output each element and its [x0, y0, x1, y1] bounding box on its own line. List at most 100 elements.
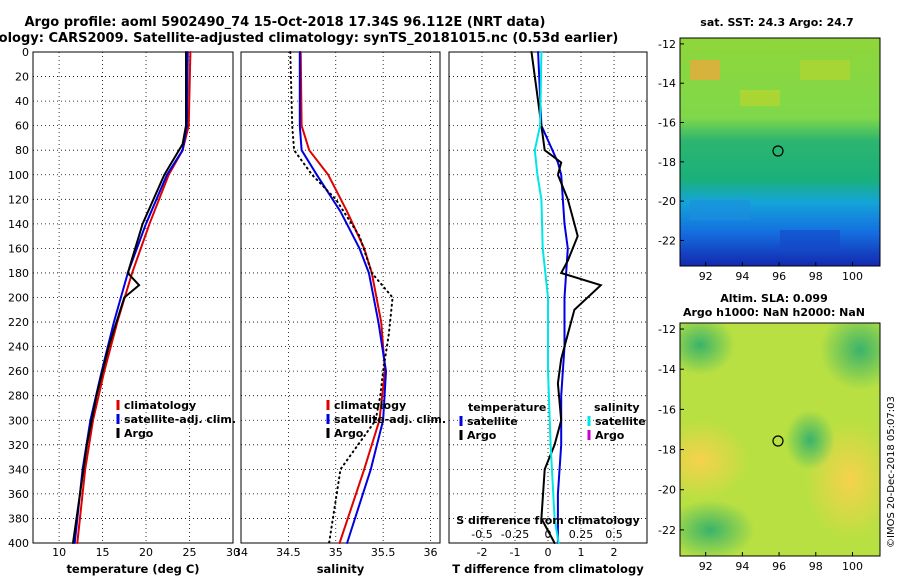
map-y-tick-label: -16	[658, 403, 676, 416]
legend-salinity-title: salinity	[594, 401, 640, 414]
sst-cool-patch	[780, 230, 840, 250]
legend-label: satellite-adj. clim.	[334, 413, 446, 426]
legend-label: climatology	[334, 399, 406, 412]
map-x-tick-label: 92	[699, 270, 713, 283]
sst-warm-patch	[800, 60, 850, 80]
x-tick-label: 34.5	[276, 546, 301, 559]
legend-label: satellite	[467, 415, 518, 428]
legend-label: climatology	[124, 399, 196, 412]
y-tick-label: 80	[15, 144, 29, 157]
map-y-tick-label: -12	[658, 38, 676, 51]
y-tick-label: 260	[8, 365, 29, 378]
y-tick-label: 140	[8, 218, 29, 231]
map-y-tick-label: -22	[658, 524, 676, 537]
sst-warm-patch	[740, 90, 780, 106]
y-tick-label: 300	[8, 414, 29, 427]
sla-low-patch	[680, 323, 735, 375]
x-tick-label: 15	[96, 546, 110, 559]
y-tick-label: 240	[8, 341, 29, 354]
y-tick-label: 340	[8, 463, 29, 476]
legend-label: satellite	[595, 415, 646, 428]
x-tick-label: 0	[545, 546, 552, 559]
x-axis-label: T difference from climatology	[452, 562, 644, 576]
x-tick-label: -2	[477, 546, 488, 559]
x-axis-label: salinity	[317, 562, 365, 576]
series-line-argo	[289, 51, 394, 544]
legend-label: Argo	[334, 427, 364, 440]
x-tick-label: 35	[329, 546, 343, 559]
map-x-tick-label: 92	[699, 560, 713, 573]
y-tick-label: 60	[15, 120, 29, 133]
y-tick-label: 280	[8, 390, 29, 403]
map-y-tick-label: -18	[658, 156, 676, 169]
legend-label: Argo	[467, 429, 497, 442]
y-tick-label: 120	[8, 193, 29, 206]
map-y-tick-label: -22	[658, 234, 676, 247]
s-tick-label: -0.5	[471, 528, 492, 541]
sla-axis-ticks: 92 94 96 98 100 -12 -14 -16 -18 -20 -22	[658, 323, 863, 573]
x-tick-label: 25	[183, 546, 197, 559]
series-line-climatology	[299, 51, 387, 544]
map-x-tick-label: 94	[735, 270, 749, 283]
map-x-tick-label: 96	[772, 270, 786, 283]
map-y-tick-label: -14	[658, 363, 676, 376]
imos-stamp: ©IMOS 20-Dec-2018 05:07:03	[886, 396, 897, 548]
y-tick-label: 200	[8, 292, 29, 305]
sst-axis-ticks: 92 94 96 98 100 -12 -14 -16 -18 -20 -22	[658, 38, 863, 283]
y-tick-label: 100	[8, 169, 29, 182]
y-tick-label: 320	[8, 439, 29, 452]
series-line-t-satellite	[537, 51, 569, 544]
difference-panel: -2 -1 0 1 2 T difference from climatology temp…	[448, 51, 648, 576]
legend-temperature-title: temperature	[468, 401, 546, 414]
s-tick-label: 0	[545, 528, 552, 541]
map-x-tick-label: 96	[772, 560, 786, 573]
legend-label: Argo	[595, 429, 625, 442]
y-tick-label: 400	[8, 537, 29, 550]
s-tick-label: 0.25	[569, 528, 594, 541]
salinity-panel: 34 34.5 35 35.5 36 salinity climatologysatelli…	[234, 51, 446, 576]
temperature-panel: 10 15 20 25 30020406080100120140160180200220…	[8, 46, 240, 576]
x-tick-label: 20	[139, 546, 153, 559]
x-tick-label: 35.5	[371, 546, 396, 559]
map-x-tick-label: 98	[809, 560, 823, 573]
sst-map: sat. SST: 24.3 Argo: 24.7 92 94 96 98 100 -12…	[658, 16, 881, 283]
x-tick-label: 34	[234, 546, 248, 559]
sla-map-title: Altim. SLA: 0.099	[720, 292, 827, 305]
x-tick-label: 1	[578, 546, 585, 559]
y-tick-label: 40	[15, 95, 29, 108]
map-x-tick-label: 100	[842, 560, 863, 573]
x-tick-label: 30	[226, 546, 240, 559]
title-line-1: Argo profile: aoml 5902490_74 15-Oct-201…	[25, 15, 546, 30]
sla-low-patch	[820, 323, 880, 390]
series-line-argo	[72, 51, 187, 544]
series-line-s-satellite	[533, 51, 560, 544]
x-tick-label: 36	[424, 546, 438, 559]
sla-map: Altim. SLA: 0.099 Argo h1000: NaN h2000:…	[658, 292, 881, 573]
map-y-tick-label: -20	[658, 484, 676, 497]
y-tick-label: 360	[8, 488, 29, 501]
series-line-t-argo	[530, 51, 603, 544]
sla-low-patch	[680, 500, 755, 556]
y-tick-label: 0	[22, 46, 29, 59]
sst-map-title: sat. SST: 24.3 Argo: 24.7	[700, 16, 853, 29]
s-axis-label: S difference from climatology	[456, 514, 640, 527]
y-tick-label: 380	[8, 512, 29, 525]
sst-argo-marker	[772, 145, 784, 157]
sst-warm-patch	[690, 60, 720, 80]
x-axis-label: temperature (deg C)	[66, 562, 199, 576]
map-x-tick-label: 100	[842, 270, 863, 283]
map-y-tick-label: -18	[658, 444, 676, 457]
sla-argo-marker	[772, 435, 784, 447]
legend-label: Argo	[124, 427, 154, 440]
plot-frame	[240, 51, 441, 544]
map-y-tick-label: -12	[658, 323, 676, 336]
sla-map-subtitle: Argo h1000: NaN h2000: NaN	[683, 306, 865, 319]
map-y-tick-label: -16	[658, 117, 676, 130]
sla-high-patch	[680, 420, 750, 500]
series-line-satellite-adj-clim-	[298, 51, 388, 544]
map-y-tick-label: -14	[658, 77, 676, 90]
y-tick-label: 180	[8, 267, 29, 280]
legend-label: satellite-adj. clim.	[124, 413, 236, 426]
map-y-tick-label: -20	[658, 195, 676, 208]
x-tick-label: 10	[52, 546, 66, 559]
